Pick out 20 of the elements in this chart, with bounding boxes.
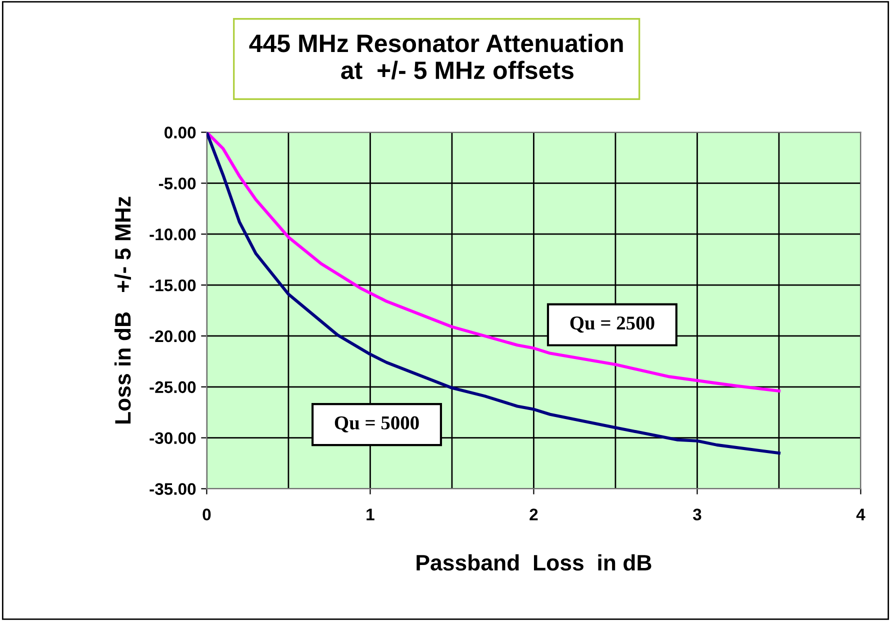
x-tick-label: 4 xyxy=(856,508,866,520)
x-tick-label: 0 xyxy=(202,508,211,520)
y-tick-label: -5.00 xyxy=(158,178,196,190)
y-tick-label: 0.00 xyxy=(164,126,196,138)
x-tick-label: 2 xyxy=(530,508,538,520)
chart-title: 445 MHz Resonator Attenuation at +/- 5 MHz offsets xyxy=(249,34,623,80)
x-axis-title: Passband Loss in dB xyxy=(416,554,652,571)
x-tick-label: 3 xyxy=(692,508,702,520)
y-tick-label: -25.00 xyxy=(150,381,196,394)
y-tick-label: -10.00 xyxy=(150,228,196,240)
y-axis-title: Loss in dB +/- 5 MHz xyxy=(114,196,131,424)
y-tick-label: -35.00 xyxy=(150,483,196,495)
series-label: Qu = 2500 xyxy=(570,316,654,333)
line-series xyxy=(206,132,780,392)
x-tick-label: 1 xyxy=(366,508,374,520)
y-tick-label: -30.00 xyxy=(150,432,196,444)
series-label: Qu = 5000 xyxy=(334,416,419,432)
y-tick-label: -15.00 xyxy=(150,279,196,292)
y-tick-label: -20.00 xyxy=(150,330,196,342)
line-series xyxy=(206,132,780,455)
